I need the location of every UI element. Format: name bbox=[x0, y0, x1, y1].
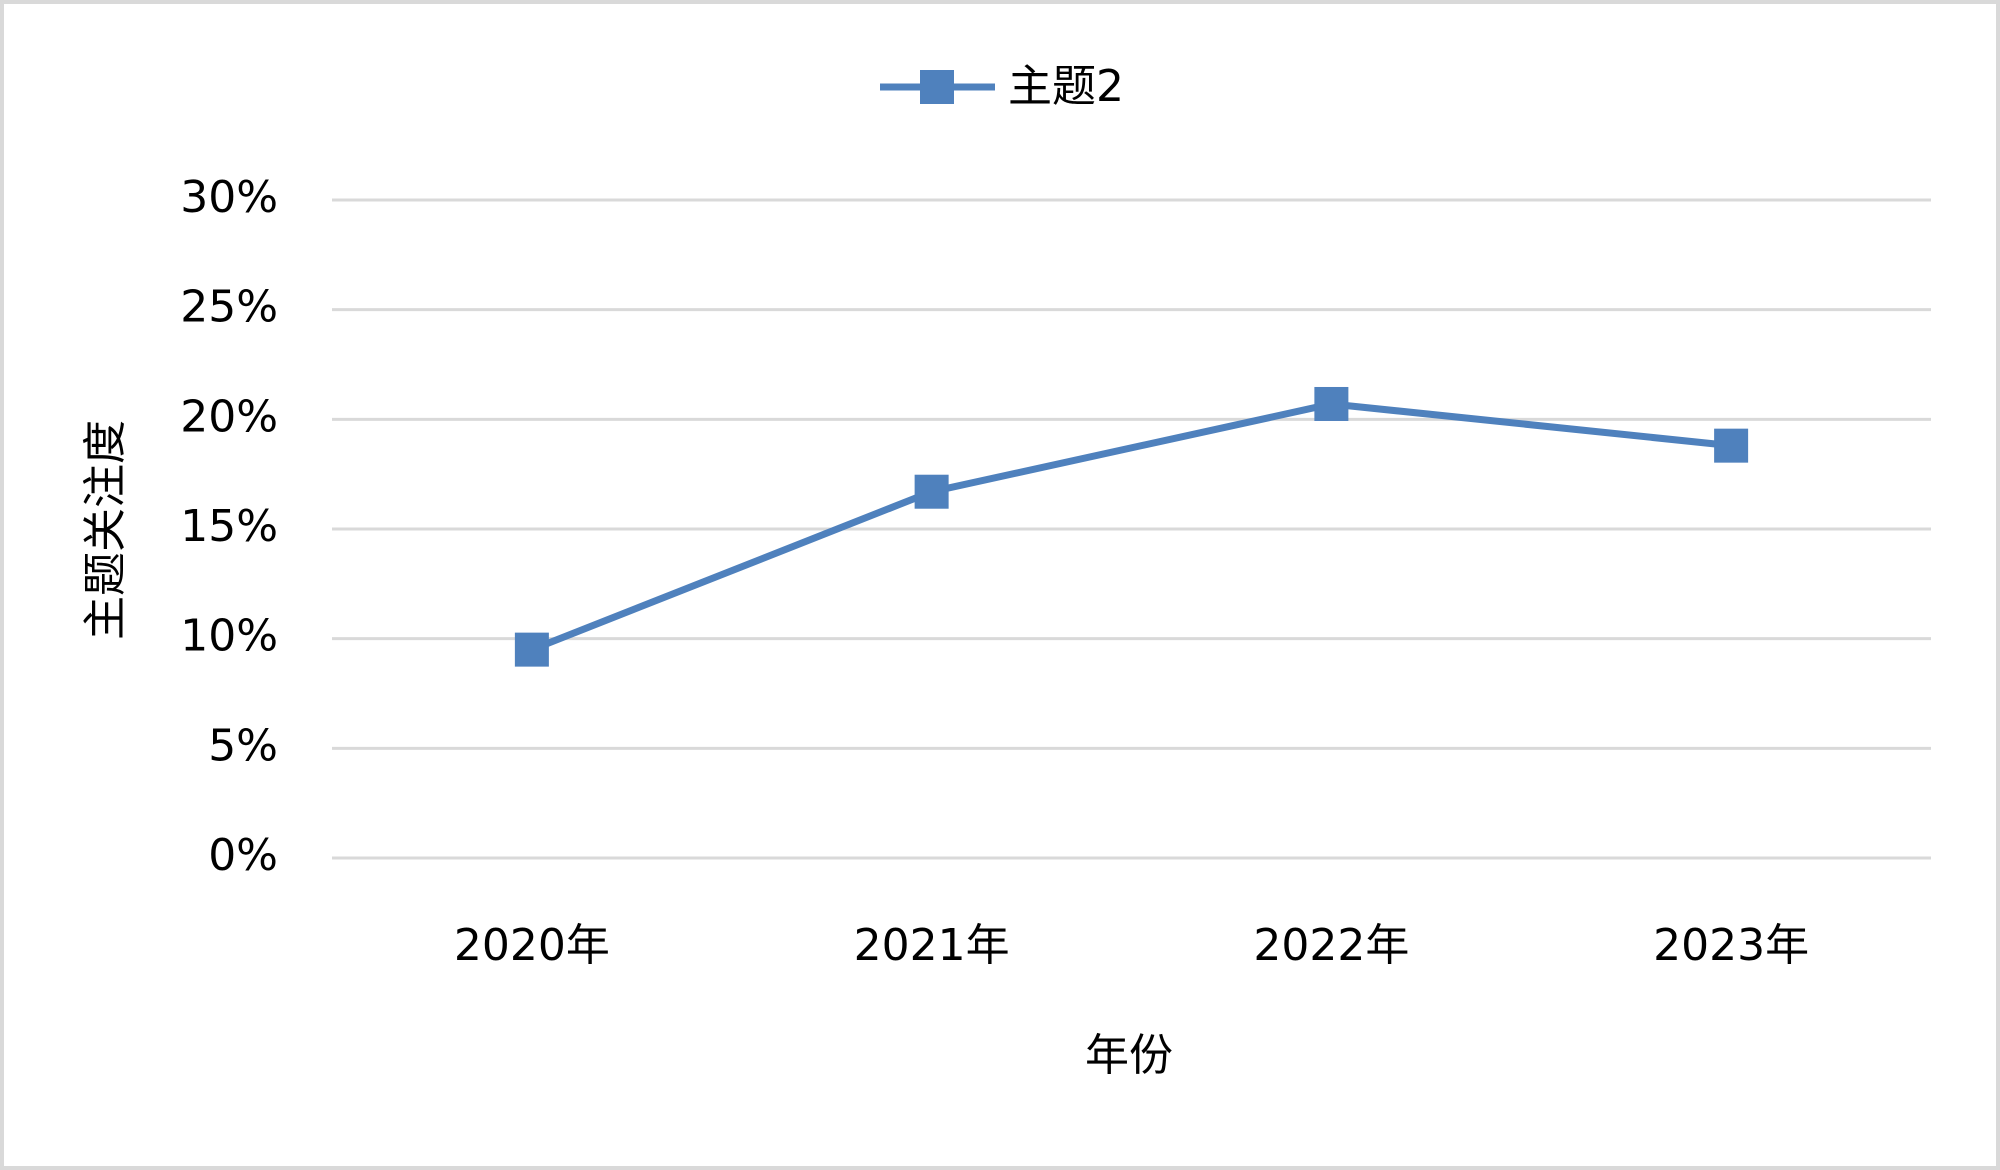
marker bbox=[514, 632, 549, 667]
legend-marker bbox=[920, 70, 954, 104]
x-axis-title: 年份 bbox=[1085, 1030, 1173, 1081]
x-tick-label: 2022年 bbox=[1253, 920, 1409, 971]
x-tick-label: 2020年 bbox=[454, 920, 610, 971]
x-tick-label: 2023年 bbox=[1653, 920, 1809, 971]
y-tick-label: 0% bbox=[208, 830, 278, 881]
y-tick-label: 30% bbox=[180, 172, 278, 223]
x-tick-label: 2021年 bbox=[854, 920, 1010, 971]
y-tick-label: 5% bbox=[208, 720, 278, 771]
marker bbox=[1714, 428, 1749, 463]
y-tick-label: 15% bbox=[180, 501, 278, 552]
y-tick-label: 25% bbox=[180, 282, 278, 333]
y-tick-label: 20% bbox=[180, 391, 278, 442]
y-tick-label: 10% bbox=[180, 611, 278, 662]
y-axis-title: 主题关注度 bbox=[80, 420, 131, 640]
marker bbox=[1314, 386, 1349, 421]
marker bbox=[914, 474, 949, 509]
legend-label: 主题2 bbox=[1008, 61, 1124, 112]
series-line bbox=[530, 400, 1732, 653]
